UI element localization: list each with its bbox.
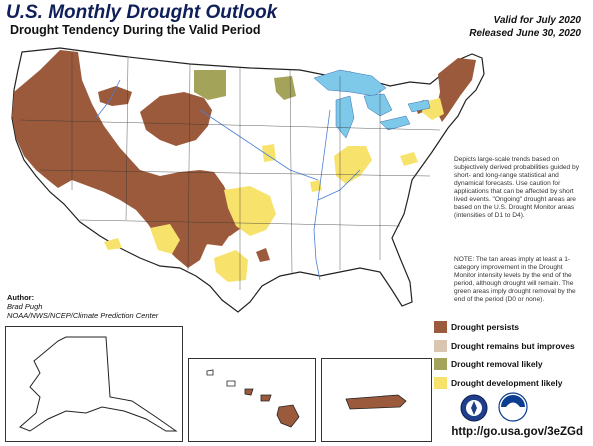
outlook-note: NOTE: The tan areas imply at least a 1-c…	[454, 256, 576, 303]
legend-swatch-removal	[434, 357, 447, 370]
noaa-nws-logo	[460, 394, 488, 422]
legend-label-development: Drought development likely	[451, 377, 563, 388]
noaa-logo	[498, 392, 528, 422]
puerto-rico-map	[345, 394, 407, 410]
legend-item-removal: Drought removal likely	[434, 357, 543, 370]
legend-item-development: Drought development likely	[434, 376, 562, 389]
legend-swatch-persists	[434, 320, 447, 333]
hawaii-inset	[188, 358, 316, 442]
legend-item-improves: Drought remains but improves	[434, 339, 575, 352]
puerto-rico-inset	[321, 358, 432, 442]
legend-item-persists: Drought persists	[434, 320, 519, 333]
author-org: NOAA/NWS/NCEP/Climate Prediction Center	[7, 311, 159, 320]
legend-label-improves: Drought remains but improves	[451, 340, 575, 351]
hawaii-map	[206, 369, 300, 428]
legend-label-removal: Drought removal likely	[451, 358, 543, 369]
release-date-text: Released June 30, 2020	[469, 28, 581, 39]
conus-land	[11, 47, 485, 313]
legend-swatch-improves	[434, 339, 447, 352]
state-boundaries	[19, 52, 441, 290]
alaska-map	[19, 336, 178, 432]
map-subtitle: Drought Tendency During the Valid Period	[10, 23, 261, 37]
drought-persists-areas	[12, 50, 476, 268]
author-block: Author: Brad Pugh NOAA/NWS/NCEP/Climate …	[7, 293, 158, 320]
legend-label-persists: Drought persists	[451, 321, 520, 332]
alaska-inset	[5, 326, 183, 442]
legend-swatch-development	[434, 376, 447, 389]
outlook-url-link[interactable]: http://go.usa.gov/3eZGd	[451, 426, 583, 438]
drought-removal-areas	[194, 70, 296, 100]
valid-period: Valid for July 2020 Released June 30, 20…	[469, 14, 581, 40]
author-label: Author:	[7, 293, 35, 302]
outlook-description: Depicts large-scale trends based on subj…	[454, 156, 579, 219]
valid-for-text: Valid for July 2020	[493, 15, 581, 26]
map-title: U.S. Monthly Drought Outlook	[6, 2, 278, 23]
author-name: Brad Pugh	[7, 302, 43, 311]
